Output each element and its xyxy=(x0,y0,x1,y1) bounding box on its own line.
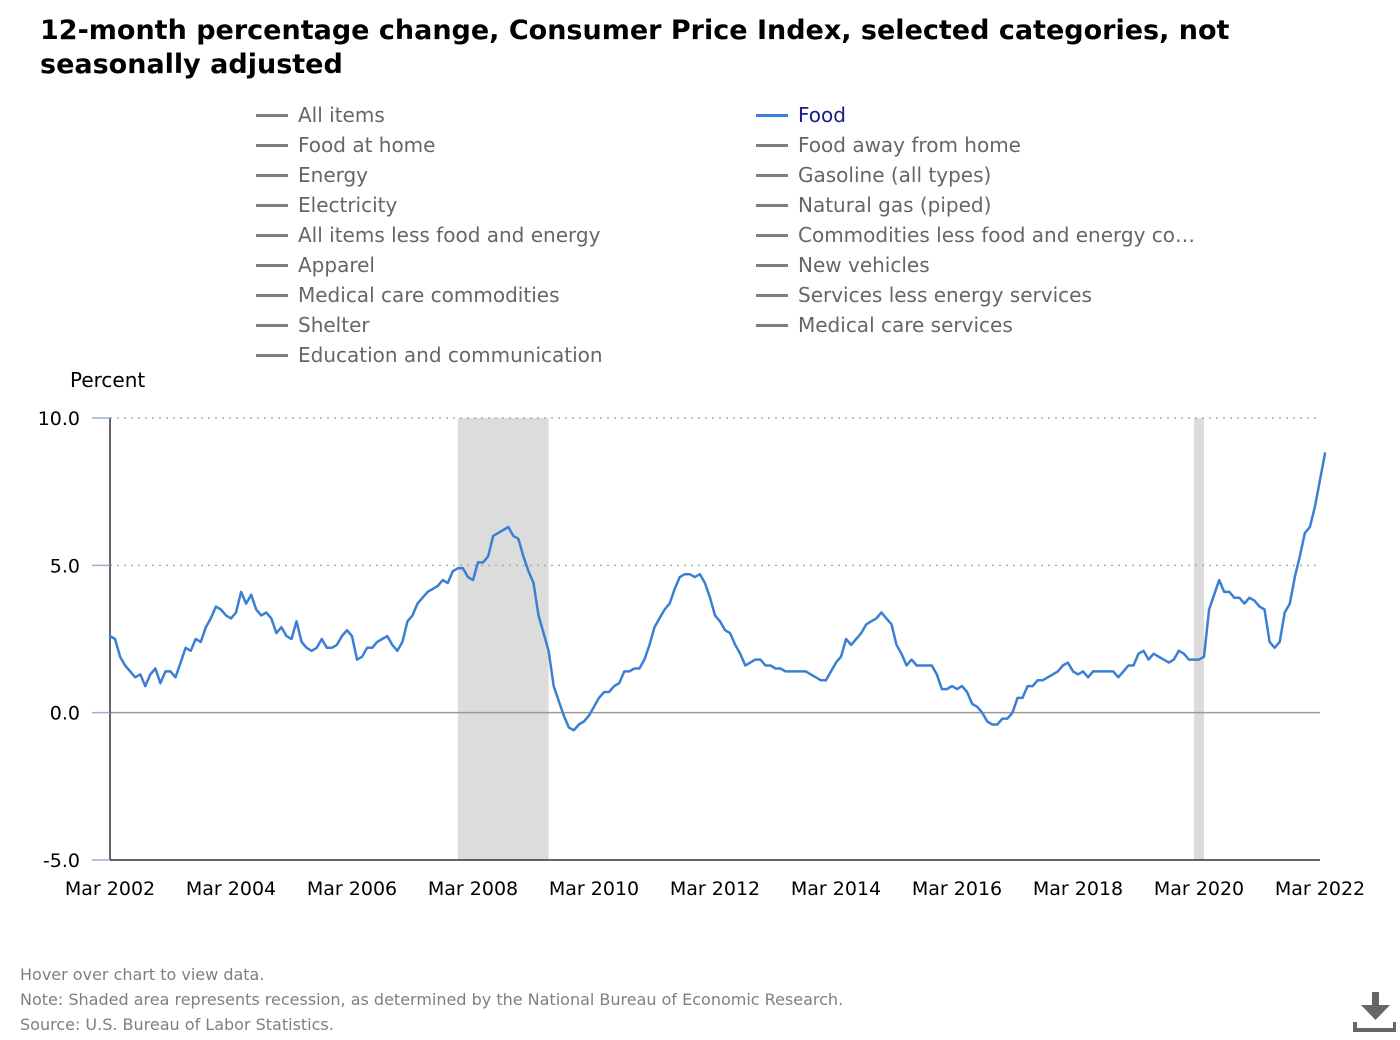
legend-swatch xyxy=(756,143,788,147)
legend-label: Services less energy services xyxy=(798,283,1092,307)
legend-item[interactable]: Energy xyxy=(256,160,368,190)
legend-item[interactable]: Natural gas (piped) xyxy=(756,190,991,220)
legend-label: Apparel xyxy=(298,253,375,277)
legend-swatch xyxy=(756,173,788,177)
legend-item[interactable]: Medical care services xyxy=(756,310,1013,340)
legend-swatch xyxy=(256,233,288,237)
x-tick-label: Mar 2004 xyxy=(186,878,276,900)
legend-item[interactable]: Medical care commodities xyxy=(256,280,559,310)
download-icon xyxy=(1353,992,1397,1032)
legend-swatch xyxy=(256,323,288,327)
legend-label: Medical care services xyxy=(798,313,1013,337)
recession-band xyxy=(457,418,549,860)
legend-swatch xyxy=(256,293,288,297)
recession-band xyxy=(1193,418,1205,860)
legend-swatch xyxy=(256,263,288,267)
legend-swatch xyxy=(256,143,288,147)
legend-swatch xyxy=(756,203,788,207)
x-tick-label: Mar 2014 xyxy=(791,878,881,900)
legend-item[interactable]: New vehicles xyxy=(756,250,930,280)
legend-label: Food at home xyxy=(298,133,436,157)
series-line-food xyxy=(108,452,1327,732)
source-note: Source: U.S. Bureau of Labor Statistics. xyxy=(20,1015,334,1034)
legend-item[interactable]: Food at home xyxy=(256,130,435,160)
legend-label: Medical care commodities xyxy=(298,283,560,307)
chart-title: 12-month percentage change, Consumer Pri… xyxy=(40,15,1230,80)
legend-label: All items less food and energy xyxy=(298,223,601,247)
legend-label: Food away from home xyxy=(798,133,1021,157)
legend-swatch xyxy=(256,203,288,207)
x-tick-label: Mar 2016 xyxy=(912,878,1002,900)
legend-item[interactable]: Services less energy services xyxy=(756,280,1092,310)
legend-item[interactable]: All items less food and energy xyxy=(256,220,600,250)
legend-item[interactable]: Apparel xyxy=(256,250,375,280)
legend-swatch xyxy=(756,263,788,267)
legend-item[interactable]: Commodities less food and energy com… xyxy=(756,220,1198,250)
legend-label: New vehicles xyxy=(798,253,930,277)
chart-footer: Hover over chart to view data. Note: Sha… xyxy=(20,962,843,1037)
y-tick-label: 10.0 xyxy=(38,408,80,430)
y-axis-title: Percent xyxy=(70,368,146,392)
legend-label: Electricity xyxy=(298,193,398,217)
legend-item[interactable]: Electricity xyxy=(256,190,397,220)
y-tick-label: 0.0 xyxy=(50,703,80,725)
legend-item[interactable]: Food away from home xyxy=(756,130,1021,160)
legend-label: Shelter xyxy=(298,313,370,337)
download-button[interactable] xyxy=(1352,990,1397,1034)
x-tick-label: Mar 2006 xyxy=(307,878,397,900)
legend-item[interactable]: Gasoline (all types) xyxy=(756,160,991,190)
legend-swatch xyxy=(256,173,288,177)
legend-swatch xyxy=(256,113,288,117)
legend-swatch xyxy=(756,233,788,237)
x-tick-label: Mar 2012 xyxy=(670,878,760,900)
x-tick-label: Mar 2010 xyxy=(549,878,639,900)
y-tick-label: -5.0 xyxy=(43,850,80,872)
legend-label: Gasoline (all types) xyxy=(798,163,992,187)
legend-swatch xyxy=(756,113,788,117)
legend-swatch xyxy=(756,323,788,327)
legend-label: Commodities less food and energy com… xyxy=(798,223,1198,247)
x-tick-label: Mar 2008 xyxy=(428,878,518,900)
x-tick-label: Mar 2018 xyxy=(1033,878,1123,900)
legend-label: Energy xyxy=(298,163,369,187)
legend-item[interactable]: Shelter xyxy=(256,310,370,340)
hover-hint: Hover over chart to view data. xyxy=(20,965,265,984)
x-tick-label: Mar 2002 xyxy=(65,878,155,900)
legend-swatch xyxy=(256,353,288,357)
legend-label: Education and communication xyxy=(298,343,603,367)
x-tick-label: Mar 2020 xyxy=(1154,878,1244,900)
legend-swatch xyxy=(756,293,788,297)
legend-label: All items xyxy=(298,103,385,127)
legend-item[interactable]: Education and communication xyxy=(256,340,603,370)
y-tick-label: 5.0 xyxy=(50,555,80,577)
line-chart[interactable]: -5.0 0.0 5.0 10.0 Mar 2002 Mar 2004 Mar 2006 Ma… xyxy=(0,400,1400,910)
x-tick-label: Mar 2022 xyxy=(1275,878,1365,900)
legend-label: Natural gas (piped) xyxy=(798,193,992,217)
recession-note: Note: Shaded area represents recession, … xyxy=(20,990,844,1009)
legend-item[interactable]: Food xyxy=(756,100,846,130)
legend-label: Food xyxy=(798,103,846,127)
legend-item[interactable]: All items xyxy=(256,100,385,130)
chart-legend: All items Food at home Energy Electricity Al… xyxy=(256,100,1256,370)
